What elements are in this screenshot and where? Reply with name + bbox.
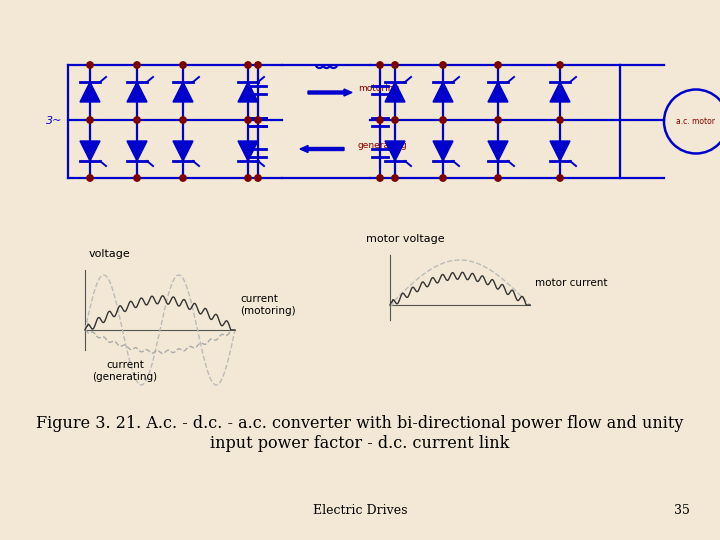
Circle shape [495, 62, 501, 68]
Polygon shape [488, 82, 508, 102]
Polygon shape [550, 82, 570, 102]
Circle shape [134, 117, 140, 123]
Polygon shape [80, 141, 100, 161]
Polygon shape [385, 82, 405, 102]
Polygon shape [385, 141, 405, 161]
Text: 35: 35 [674, 503, 690, 516]
Polygon shape [127, 82, 147, 102]
Circle shape [392, 175, 398, 181]
Circle shape [255, 62, 261, 68]
Circle shape [557, 117, 563, 123]
Circle shape [87, 62, 93, 68]
Circle shape [392, 117, 398, 123]
Polygon shape [433, 141, 453, 161]
Circle shape [392, 62, 398, 68]
FancyArrow shape [308, 89, 352, 96]
Text: voltage: voltage [89, 249, 131, 259]
Circle shape [377, 175, 383, 181]
Circle shape [440, 175, 446, 181]
Circle shape [245, 175, 251, 181]
FancyArrow shape [300, 145, 344, 152]
Circle shape [255, 175, 261, 181]
Circle shape [377, 117, 383, 123]
Circle shape [180, 117, 186, 123]
Text: current
(motoring): current (motoring) [240, 294, 296, 316]
Polygon shape [550, 141, 570, 161]
Circle shape [495, 117, 501, 123]
Polygon shape [433, 82, 453, 102]
Circle shape [557, 62, 563, 68]
Polygon shape [127, 141, 147, 161]
Polygon shape [80, 82, 100, 102]
Text: motor current: motor current [535, 278, 608, 287]
Text: motor voltage: motor voltage [366, 234, 444, 244]
Text: Figure 3. 21. A.c. - d.c. - a.c. converter with bi-directional power flow and un: Figure 3. 21. A.c. - d.c. - a.c. convert… [36, 415, 684, 432]
Circle shape [495, 175, 501, 181]
Circle shape [180, 175, 186, 181]
Text: generating: generating [358, 140, 408, 150]
Circle shape [245, 62, 251, 68]
Circle shape [377, 62, 383, 68]
Circle shape [180, 62, 186, 68]
Text: 3~: 3~ [45, 117, 62, 126]
Text: current
(generating): current (generating) [92, 360, 158, 382]
Polygon shape [488, 141, 508, 161]
Polygon shape [173, 82, 193, 102]
Circle shape [440, 117, 446, 123]
Circle shape [134, 62, 140, 68]
Text: a.c. motor: a.c. motor [677, 117, 716, 126]
Polygon shape [238, 141, 258, 161]
Text: input power factor - d.c. current link: input power factor - d.c. current link [210, 435, 510, 452]
Circle shape [134, 175, 140, 181]
Circle shape [557, 175, 563, 181]
Text: motoring: motoring [358, 84, 400, 93]
Circle shape [87, 175, 93, 181]
Text: Electric Drives: Electric Drives [312, 503, 408, 516]
Polygon shape [173, 141, 193, 161]
Circle shape [87, 117, 93, 123]
Polygon shape [238, 82, 258, 102]
Circle shape [255, 117, 261, 123]
Circle shape [245, 117, 251, 123]
Circle shape [440, 62, 446, 68]
